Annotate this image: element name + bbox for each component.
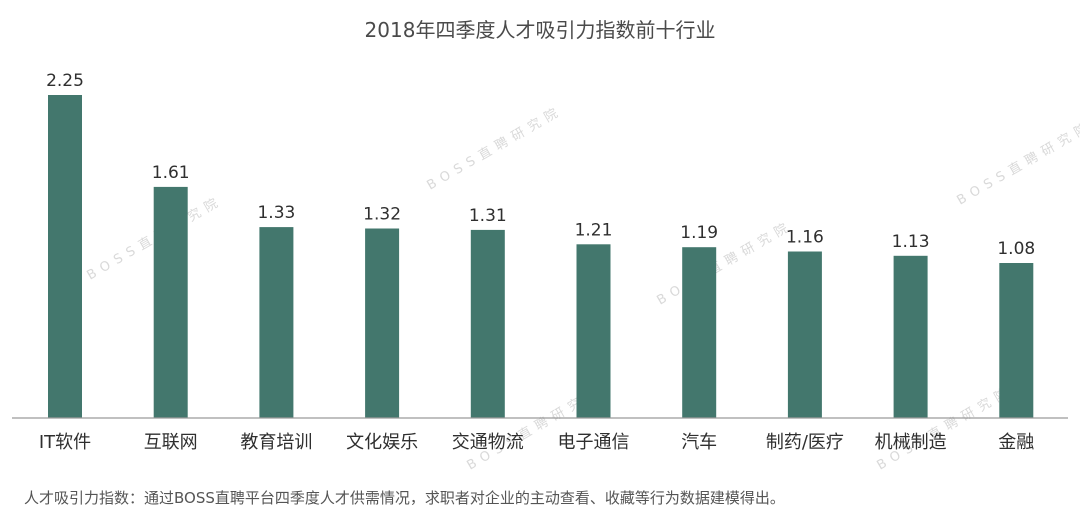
bar <box>153 186 188 418</box>
category-labels: IT软件 互联网 教育培训 文化娱乐 交通物流 电子通信 汽车 制药/医疗 机械制造 金融 <box>39 432 1034 453</box>
category-label: 金融 <box>998 432 1034 453</box>
watermark-text: BOSS直聘研究院 <box>655 218 796 308</box>
category-label: 制药/医疗 <box>766 432 844 453</box>
bar <box>893 255 928 418</box>
watermark-text: BOSS直聘研究院 <box>955 118 1080 208</box>
category-label: 电子通信 <box>558 432 630 453</box>
bars <box>48 95 1034 418</box>
footnote: 人才吸引力指数：通过BOSS直聘平台四季度人才供需情况，求职者对企业的主动查看、… <box>24 489 785 507</box>
bar <box>470 229 505 418</box>
bar <box>787 251 822 418</box>
bar-value-label: 1.32 <box>363 205 401 225</box>
category-label: 互联网 <box>144 432 198 453</box>
bar-value-label: 1.19 <box>680 223 718 243</box>
bar-value-label: 1.61 <box>152 163 190 183</box>
bar <box>365 228 400 418</box>
chart-title: 2018年四季度人才吸引力指数前十行业 <box>365 18 716 42</box>
bar-value-label: 1.16 <box>786 228 824 248</box>
bar <box>576 244 611 418</box>
bar-value-label: 1.33 <box>257 203 295 223</box>
bar-value-label: 1.13 <box>892 232 930 252</box>
bar-value-label: 1.08 <box>997 239 1035 259</box>
category-label: 文化娱乐 <box>346 432 418 453</box>
value-labels: 2.25 1.61 1.33 1.32 1.31 1.21 1.19 1.16 1.13 1.08 <box>46 71 1035 259</box>
category-label: 教育培训 <box>240 432 312 453</box>
category-label: 交通物流 <box>452 432 524 453</box>
category-label: 机械制造 <box>875 432 947 453</box>
bar-value-label: 1.21 <box>575 220 613 240</box>
watermark-text: BOSS直聘研究院 <box>425 103 566 193</box>
category-label: 汽车 <box>681 432 717 453</box>
bar-value-label: 2.25 <box>46 71 84 91</box>
bar <box>999 263 1034 418</box>
category-label: IT软件 <box>39 432 91 453</box>
bar <box>259 227 294 418</box>
bar <box>48 95 82 418</box>
bar <box>682 247 717 418</box>
bar-value-label: 1.31 <box>469 206 507 226</box>
